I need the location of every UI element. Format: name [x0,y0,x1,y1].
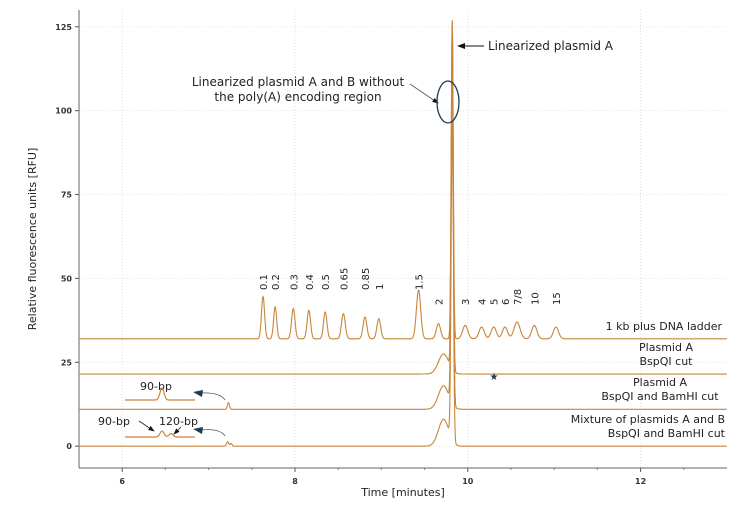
ladder-label: 0.1 [259,274,270,290]
x-tick-label: 12 [635,477,646,486]
labels: 0.1 0.2 0.3 0.4 0.5 0.65 0.85 1 1.5 2 3 4 5 6 7/8 10 15 1… [259,268,726,440]
y-tick-label: 75 [61,191,73,200]
ladder-label: 4 [478,299,489,305]
trace-label: Mixture of plasmids A and B [571,413,725,426]
ladder-label: 1 [375,284,386,290]
y-axis-label: Relative fluorescence units [RFU] [26,148,39,331]
trace-2 [79,67,727,410]
y-tick-label: 0 [66,442,72,451]
zoom-arrowhead-1 [193,390,203,397]
x-tick-label: 6 [119,477,125,486]
y-tick-label: 100 [55,107,72,116]
traces [79,20,727,447]
ladder-label: 15 [552,292,563,305]
trace-label: Plasmid A [639,341,693,354]
ladder-label: 0.4 [305,274,316,290]
arrow-90bp [138,420,155,432]
star-marker: ★ [490,372,499,383]
ladder-label: 0.3 [289,274,300,290]
zoom-arrow-2 [199,429,226,437]
ladder-label: 0.2 [271,274,282,290]
trace-label: 1 kb plus DNA ladder [606,320,723,333]
trace-0 [79,26,727,340]
ladder-label: 0.65 [339,268,350,290]
inset-trace-90-120bp [125,430,195,438]
x-tick-label: 8 [292,477,298,486]
inset2-label-90bp: 90-bp [98,415,130,428]
ladder-label: 7/8 [513,289,524,305]
arrow-120bp [173,426,182,435]
y-tick-label: 50 [61,274,73,283]
x-axis-label: Time [minutes] [360,486,445,499]
ladder-label: 3 [461,299,472,305]
trace-label: Plasmid A [633,376,687,389]
y-tick-label: 25 [61,358,73,367]
ladder-label: 6 [501,299,512,305]
inset-trace-90bp [125,387,195,401]
trace-label: BspQI and BamHI cut [601,390,719,403]
x-tick-label: 10 [462,477,474,486]
ladder-label: 2 [434,299,445,305]
ladder-label: 0.5 [321,274,332,290]
ladder-label: 0.85 [361,268,372,290]
y-tick-label: 125 [55,23,72,32]
trace-label: BspQI and BamHI cut [608,427,726,440]
inset2-label-120bp: 120-bp [159,415,198,428]
ladder-label: 1.5 [415,274,426,290]
zoom-arrowhead-2 [193,427,203,434]
trace-1 [79,20,727,375]
inset1-label: 90-bp [140,380,172,393]
ladder-label: 5 [490,299,501,305]
highlight-ellipse [436,80,460,124]
trace-3 [79,120,727,447]
annotation-linearized-a: Linearized plasmid A [488,39,614,53]
zoom-arrow-1 [199,392,226,401]
arrow-linearized-ab [409,83,439,104]
annotation-linearized-ab-line2: the poly(A) encoding region [214,90,381,104]
annotations: Linearized plasmid A Linearized plasmid … [98,39,614,438]
annotation-linearized-ab-line1: Linearized plasmid A and B without [192,75,405,89]
ladder-label: 10 [530,292,541,305]
trace-label: BspQI cut [640,355,694,368]
